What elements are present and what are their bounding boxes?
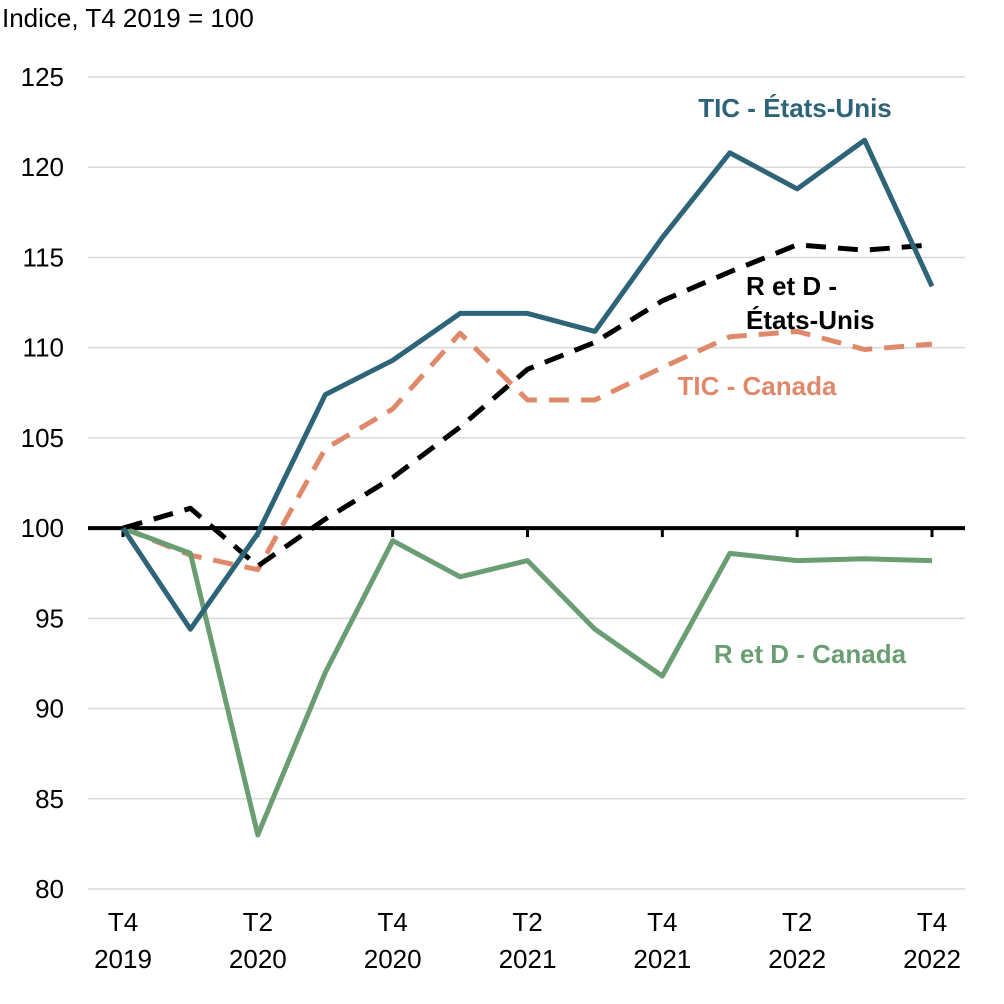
series-lines (120, 137, 935, 838)
y-tick-label: 115 (23, 242, 64, 272)
x-tick-label-year: 2021 (633, 944, 691, 974)
y-tick-label: 95 (35, 603, 64, 633)
y-axis-ticks: 80 85 90 95 100 105 110 115 120 125 (21, 62, 64, 904)
series-line-tic-ca (122, 328, 933, 573)
x-axis-ticks: T4 2019 T2 2020 T4 2020 T2 2021 T4 2021 T2 2022 T4 20… (94, 907, 961, 974)
x-tick-label-year: 2020 (229, 944, 287, 974)
gridlines (88, 76, 965, 890)
x-tick-label-year: 2019 (94, 944, 152, 974)
series-labels: TIC - États-Unis R et D -États-Unis TIC - … (678, 93, 907, 669)
x-tick-label-quarter: T4 (377, 907, 407, 937)
series-line-rd-ca (122, 525, 933, 838)
x-tick-label-quarter: T2 (512, 907, 542, 937)
x-tick-label-quarter: T4 (108, 907, 138, 937)
y-tick-label: 110 (23, 333, 64, 363)
x-tick-label-year: 2021 (499, 944, 557, 974)
x-tick-label-quarter: T2 (782, 907, 812, 937)
y-tick-label: 100 (21, 513, 64, 543)
y-tick-label: 105 (21, 423, 64, 453)
y-tick-label: 90 (35, 694, 64, 724)
y-tick-label: 80 (35, 874, 64, 904)
y-tick-label: 125 (21, 62, 64, 92)
x-tick-label-quarter: T4 (647, 907, 677, 937)
x-tick-label-year: 2022 (768, 944, 826, 974)
x-tick-label-quarter: T2 (243, 907, 273, 937)
y-tick-label: 85 (35, 784, 64, 814)
series-line-tic-us (120, 137, 935, 632)
x-tick-label-year: 2020 (364, 944, 422, 974)
series-label-rd-us: R et D -États-Unis (746, 271, 875, 335)
x-tick-label-quarter: T4 (917, 907, 947, 937)
y-tick-label: 120 (21, 152, 64, 182)
series-line-rd-us (122, 242, 933, 569)
series-label-tic-us: TIC - États-Unis (698, 93, 892, 123)
series-label-rd-ca: R et D - Canada (714, 639, 907, 669)
series-label-tic-ca: TIC - Canada (678, 371, 837, 401)
x-tick-label-year: 2022 (903, 944, 961, 974)
y-axis-label: Indice, T4 2019 = 100 (2, 3, 254, 33)
